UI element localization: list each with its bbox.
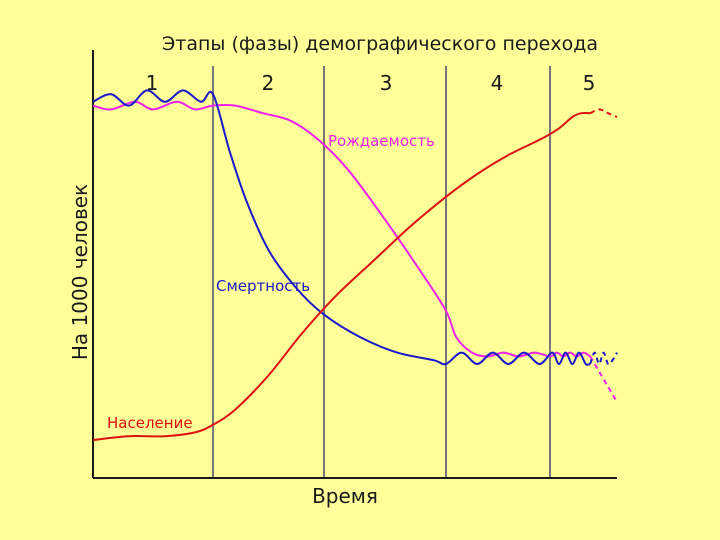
x-axis-label: Время xyxy=(312,484,378,508)
projection-line-Рождаемость xyxy=(589,355,618,403)
stage-label-5: 5 xyxy=(583,71,596,95)
series-line-Смертность xyxy=(92,89,591,366)
chart-title: Этапы (фазы) демографического перехода xyxy=(162,33,598,55)
y-axis-label: На 1000 человек xyxy=(68,184,92,360)
projection-line-Население xyxy=(589,108,618,118)
series-line-Население xyxy=(92,111,591,441)
birth-rate-label: Рождаемость xyxy=(328,132,435,150)
stage-label-2: 2 xyxy=(262,71,275,95)
stage-label-3: 3 xyxy=(380,71,393,95)
series-lines xyxy=(92,89,618,441)
projection-line-Смертность xyxy=(589,351,618,366)
stage-label-1: 1 xyxy=(146,71,159,95)
stage-dividers xyxy=(212,66,551,478)
population-label: Население xyxy=(107,414,193,432)
series-line-Рождаемость xyxy=(92,100,591,358)
stage-label-4: 4 xyxy=(491,71,504,95)
death-rate-label: Смертность xyxy=(216,277,310,295)
stage-labels: 1 2 3 4 5 xyxy=(146,71,596,95)
